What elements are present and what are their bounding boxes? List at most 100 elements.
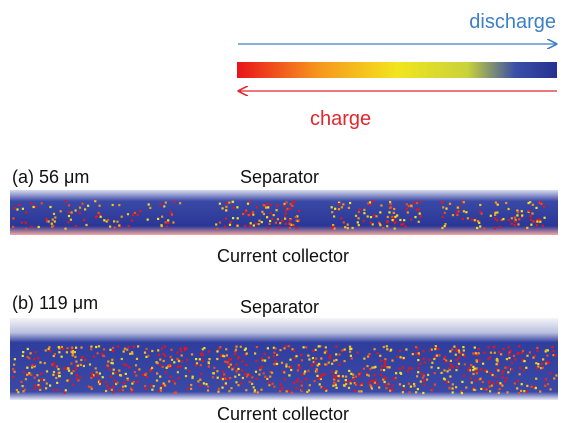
particle <box>416 202 418 204</box>
particle <box>419 213 421 215</box>
particle <box>107 361 109 363</box>
particle <box>146 348 148 350</box>
particle <box>58 351 60 353</box>
particle <box>53 213 55 215</box>
particle <box>162 353 164 355</box>
particle <box>332 385 334 387</box>
particle <box>273 386 275 388</box>
particle <box>217 377 219 379</box>
particle <box>109 226 111 228</box>
particle <box>264 360 266 362</box>
particle <box>38 380 40 382</box>
particle <box>335 372 337 374</box>
particle <box>22 390 24 392</box>
particle <box>279 390 281 392</box>
particle <box>384 362 386 364</box>
particle <box>158 390 160 392</box>
particle <box>126 349 128 351</box>
particle <box>74 356 76 358</box>
particle <box>91 375 93 377</box>
particle <box>380 360 382 362</box>
particle <box>191 377 193 379</box>
particle <box>268 384 270 386</box>
particle <box>532 204 534 206</box>
particle <box>376 352 378 354</box>
particle <box>156 379 158 381</box>
particle <box>75 225 77 227</box>
particle <box>95 216 97 218</box>
particle <box>249 213 251 215</box>
particle <box>452 391 454 393</box>
particle <box>363 209 365 211</box>
particle <box>436 355 438 357</box>
particle <box>304 370 306 372</box>
particle <box>555 374 557 376</box>
particle <box>473 368 475 370</box>
particle <box>25 378 27 380</box>
particle <box>536 350 538 352</box>
particle <box>458 357 460 359</box>
particle <box>501 373 503 375</box>
particle <box>83 219 85 221</box>
particle <box>347 227 349 229</box>
particle <box>181 354 183 356</box>
particle <box>553 377 555 379</box>
particle <box>424 361 426 363</box>
particle <box>133 346 135 348</box>
particle <box>225 218 227 220</box>
particle <box>543 206 545 208</box>
particle <box>434 348 436 350</box>
particle <box>190 388 192 390</box>
particle <box>445 361 447 363</box>
particle <box>276 363 278 365</box>
particle <box>343 221 345 223</box>
particle <box>358 373 360 375</box>
particle <box>315 349 317 351</box>
particle <box>342 375 344 377</box>
particle <box>515 219 517 221</box>
particle <box>448 387 450 389</box>
particle <box>415 346 417 348</box>
particle <box>317 378 319 380</box>
particle <box>30 374 32 376</box>
particle <box>236 206 238 208</box>
particle <box>331 371 333 373</box>
particle <box>443 369 445 371</box>
particle <box>146 376 148 378</box>
particle <box>483 352 485 354</box>
particle <box>301 373 303 375</box>
particle <box>64 228 66 230</box>
particle <box>314 380 316 382</box>
particle <box>394 221 396 223</box>
particle <box>240 346 242 348</box>
particle <box>285 345 287 347</box>
particle <box>444 225 446 227</box>
particle <box>549 372 551 374</box>
particle <box>499 388 501 390</box>
particle <box>195 364 197 366</box>
particle <box>145 388 147 390</box>
particle <box>236 370 238 372</box>
particle <box>434 372 436 374</box>
particle <box>442 206 444 208</box>
particle <box>36 374 38 376</box>
particle <box>338 353 340 355</box>
particle <box>442 216 444 218</box>
particle <box>170 356 172 358</box>
particle <box>85 224 87 226</box>
particle <box>536 221 538 223</box>
particle <box>238 374 240 376</box>
particle <box>539 391 541 393</box>
particle <box>331 227 333 229</box>
particle <box>269 204 271 206</box>
particle <box>438 354 440 356</box>
particle <box>333 360 335 362</box>
particle <box>49 206 51 208</box>
particle <box>168 364 170 366</box>
particle <box>307 355 309 357</box>
particle <box>472 373 474 375</box>
particle <box>298 219 300 221</box>
particle <box>348 207 350 209</box>
particle <box>65 389 67 391</box>
particle <box>350 382 352 384</box>
